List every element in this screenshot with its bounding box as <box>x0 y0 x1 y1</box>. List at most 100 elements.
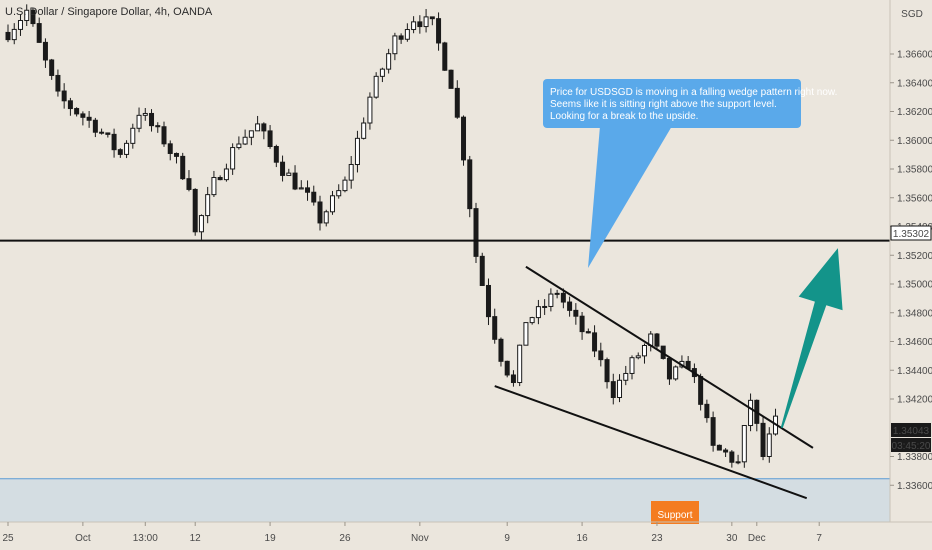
candle <box>136 107 142 133</box>
candle <box>180 152 186 180</box>
candle <box>298 180 304 190</box>
candle <box>673 365 679 381</box>
candle <box>461 115 467 166</box>
y-tick-label: 1.36200 <box>897 107 932 118</box>
candle <box>74 107 80 117</box>
x-tick-label: 26 <box>339 533 351 544</box>
candle <box>479 252 485 287</box>
x-tick-label: 12 <box>190 533 202 544</box>
candle <box>748 393 754 432</box>
candle <box>654 332 660 349</box>
candle <box>417 15 423 34</box>
x-tick-label: 13:00 <box>133 533 158 544</box>
x-tick-label: 16 <box>577 533 589 544</box>
candle <box>217 175 223 181</box>
candle <box>585 328 591 334</box>
candle <box>149 109 155 132</box>
candle <box>423 9 429 33</box>
candle <box>236 136 242 150</box>
candle <box>367 92 373 130</box>
y-tick-label: 1.36600 <box>897 50 932 61</box>
y-tick-label: 1.35600 <box>897 193 932 204</box>
candle <box>36 17 42 43</box>
candle <box>473 202 479 264</box>
candle <box>567 296 573 317</box>
candle <box>535 299 541 325</box>
wedge-upper-trendline[interactable] <box>525 265 814 449</box>
candle <box>523 322 529 346</box>
candle <box>161 121 167 147</box>
time-axis[interactable]: 25 Oct 13:00 12 19 26 Nov 9 16 23 30 Dec 7 <box>2 522 822 544</box>
candle <box>336 184 342 199</box>
candle <box>641 343 647 364</box>
candle <box>710 411 716 452</box>
level-price-tag: 1.35302 <box>890 225 932 241</box>
upside-arrow[interactable] <box>780 248 843 428</box>
candle <box>548 288 554 312</box>
candle <box>248 130 254 146</box>
candle <box>317 195 323 231</box>
candle <box>230 143 236 175</box>
annotation-callout[interactable] <box>543 79 801 128</box>
candle <box>348 156 354 189</box>
y-tick-label: 1.34800 <box>897 308 932 319</box>
candle <box>280 155 286 182</box>
candle <box>617 374 623 403</box>
candle <box>542 299 548 315</box>
candle <box>379 67 385 83</box>
candle <box>186 170 192 192</box>
candle <box>729 450 735 468</box>
support-tag[interactable]: Support <box>651 501 699 524</box>
candle <box>373 72 379 99</box>
callout-pointer <box>588 126 672 268</box>
candle <box>442 41 448 71</box>
annotation-line-1: Price for USDSGD is moving in a falling … <box>550 87 837 98</box>
candle <box>267 125 273 149</box>
x-tick-label: Oct <box>75 533 91 544</box>
y-tick-label: 1.35800 <box>897 165 932 176</box>
candle <box>429 16 435 26</box>
candle <box>517 344 523 387</box>
annotation-line-3: Looking for a break to the upside. <box>550 111 698 122</box>
y-tick-label: 1.35200 <box>897 251 932 262</box>
candle <box>386 48 392 74</box>
candle <box>467 155 473 218</box>
candle <box>610 373 616 405</box>
candle <box>411 16 417 34</box>
candle <box>167 140 173 161</box>
svg-text:1.35302: 1.35302 <box>893 229 930 240</box>
candle <box>242 129 248 146</box>
y-tick-label: 1.34400 <box>897 366 932 377</box>
candle <box>760 416 766 461</box>
candle <box>554 289 560 299</box>
candle <box>592 325 598 358</box>
y-tick-label: 1.33800 <box>897 452 932 463</box>
candle <box>510 370 516 387</box>
support-label: Support <box>657 510 692 521</box>
candle <box>635 352 641 360</box>
annotation-line-2: Seems like it is sitting right above the… <box>550 99 777 110</box>
candle <box>155 122 161 133</box>
candle <box>42 38 48 68</box>
candle <box>198 214 204 240</box>
candle <box>124 140 130 159</box>
candle <box>92 117 98 138</box>
x-tick-label: 25 <box>2 533 14 544</box>
candle <box>598 342 604 367</box>
candle <box>392 32 398 61</box>
candle <box>323 209 329 227</box>
candle <box>17 14 23 36</box>
support-zone <box>0 478 890 522</box>
candle <box>261 122 267 140</box>
candle <box>205 186 211 224</box>
candle <box>30 8 36 27</box>
candle <box>80 111 86 126</box>
candle <box>454 80 460 119</box>
candle <box>579 312 585 340</box>
candle <box>49 58 55 80</box>
candle <box>273 144 279 168</box>
svg-text:03:45:20: 03:45:20 <box>892 441 931 452</box>
wedge-lower-trendline[interactable] <box>494 385 808 500</box>
candle <box>211 170 217 197</box>
